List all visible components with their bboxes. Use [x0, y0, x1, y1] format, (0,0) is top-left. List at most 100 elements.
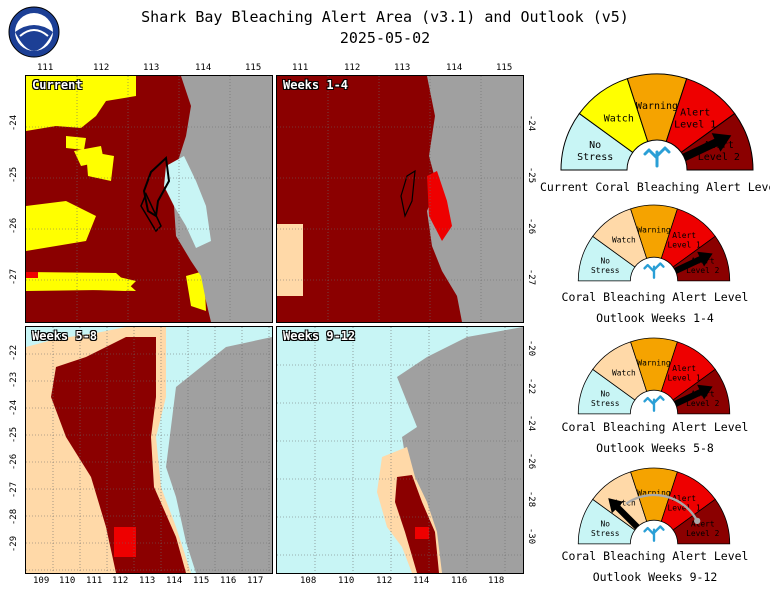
lat-tick: -29 — [9, 535, 20, 553]
alert-level-1-area — [427, 171, 452, 241]
gauge-subcaption: Outlook Weeks 9-12 — [592, 570, 718, 584]
watch-area — [86, 151, 114, 181]
lon-tick: 116 — [451, 576, 468, 586]
gauge-segment-label: Warning — [637, 489, 670, 498]
alert-area-outline — [142, 155, 171, 218]
coral-icon — [643, 395, 665, 412]
lon-tick: 111 — [37, 63, 54, 73]
trend-origin-dot — [694, 517, 701, 525]
alert-level-1-area — [26, 272, 38, 278]
alert-level-2-area — [395, 475, 439, 573]
lon-tick: 112 — [112, 576, 129, 586]
lat-tick: -22 — [526, 377, 537, 395]
gauge-needle-head — [711, 133, 732, 152]
lat-tick: -25 — [526, 166, 537, 184]
lon-tick: 110 — [338, 576, 355, 586]
gauge-subcaption: Outlook Weeks 5-8 — [596, 441, 714, 455]
alert-level-1-area — [415, 527, 429, 539]
panel-weeks-9-12: Weeks 9-12 — [276, 326, 524, 574]
lon-tick: 110 — [59, 576, 76, 586]
lat-tick: -27 — [9, 481, 20, 499]
lon-tick: 112 — [376, 576, 393, 586]
lat-tick: -24 — [9, 114, 20, 132]
watch-area — [186, 271, 206, 311]
lat-tick: -27 — [526, 268, 537, 286]
gauge-segment-label: Level 2 — [686, 529, 719, 538]
lon-tick: 108 — [300, 576, 317, 586]
lon-tick: 115 — [496, 63, 513, 73]
watch-area — [26, 201, 96, 251]
gauge-segment-label: Watch — [612, 369, 636, 378]
gauge-segment-label: No — [600, 256, 610, 265]
gauge-segment-label: Alert — [680, 107, 710, 118]
lat-tick: -23 — [9, 371, 20, 389]
lat-tick: -30 — [526, 527, 537, 545]
gauge-segment-label: Stress — [591, 266, 619, 275]
gauge-segment-label: Alert — [691, 519, 715, 528]
panel-current: Current — [25, 75, 273, 323]
lon-tick: 117 — [247, 576, 264, 586]
lon-tick: 112 — [344, 63, 361, 73]
gauge-segment-label: Level 1 — [668, 503, 701, 512]
alert-level-2-area — [51, 337, 186, 573]
alert-level-1-area — [114, 527, 136, 557]
gauge-segment-label: Alert — [672, 231, 696, 240]
panel-weeks-1-4: Weeks 1-4 — [276, 75, 524, 323]
lon-tick: 109 — [33, 576, 50, 586]
land-area — [427, 76, 523, 322]
gauge-segment-label: Stress — [577, 152, 613, 163]
panel-weeks-5-8: Weeks 5-8 — [25, 326, 273, 574]
no-stress-area — [164, 156, 211, 248]
panel-label: Weeks 1-4 — [283, 78, 349, 92]
lat-tick: -28 — [526, 490, 537, 508]
gauge-segment-label: Level 2 — [686, 399, 719, 408]
gauge-needle — [682, 136, 723, 161]
lon-tick: 114 — [446, 63, 463, 73]
gauge-segment-label: Warning — [637, 359, 670, 368]
gauge-needle-head — [697, 384, 713, 400]
lat-tick: -24 — [9, 399, 20, 417]
lon-tick: 114 — [195, 63, 212, 73]
watch-area — [26, 76, 136, 131]
lat-tick: -26 — [9, 217, 20, 235]
lat-tick: -25 — [9, 426, 20, 444]
map-date: 2025-05-02 — [339, 29, 431, 47]
coral-icon — [643, 262, 665, 279]
gauge-segment-label: Alert — [672, 364, 696, 373]
lon-tick: 113 — [143, 63, 160, 73]
gauge-segment-label: Level 2 — [686, 266, 719, 275]
alert-area-outline — [140, 192, 162, 233]
lat-tick: -24 — [526, 114, 537, 132]
gauge-segment-label: Stress — [591, 399, 619, 408]
gauge-segment-label: No — [600, 519, 610, 528]
gauge-segment-label: No — [589, 140, 601, 151]
lon-tick: 118 — [488, 576, 505, 586]
land-area — [174, 76, 272, 322]
gauge-segment-label: Stress — [591, 529, 619, 538]
lat-tick: -27 — [9, 268, 20, 286]
watch-area — [111, 76, 136, 86]
lon-tick: 112 — [93, 63, 110, 73]
gauge-segment-label: Alert — [672, 494, 696, 503]
gauge-segment-label: Watch — [612, 499, 636, 508]
coral-icon — [643, 525, 665, 542]
lon-tick: 115 — [193, 576, 210, 586]
lon-tick: 111 — [292, 63, 309, 73]
gauge-segment-label: Warning — [636, 101, 678, 112]
gauge-needle — [612, 502, 640, 530]
gauge-segment-label: Level 1 — [668, 240, 701, 249]
gauge-segment-label: Level 1 — [674, 119, 716, 130]
lat-tick: -26 — [526, 452, 537, 470]
gauge-subcaption: Outlook Weeks 1-4 — [596, 311, 714, 325]
noaa-logo — [8, 6, 60, 58]
gauge-segment-label: Warning — [637, 226, 670, 235]
gauge-segment-label: Watch — [604, 113, 634, 124]
gauge-caption: Coral Bleaching Alert Level — [561, 420, 749, 434]
lon-tick: 114 — [413, 576, 430, 586]
lon-tick: 113 — [394, 63, 411, 73]
gauge-needle-head — [697, 251, 713, 267]
